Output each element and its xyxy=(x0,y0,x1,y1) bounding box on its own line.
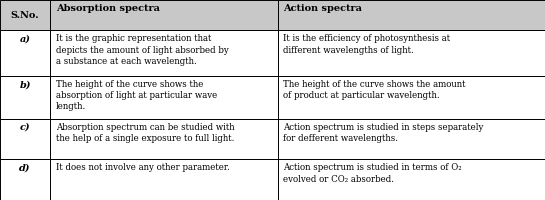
Text: Action spectra: Action spectra xyxy=(283,4,362,13)
Text: It is the efficiency of photosynthesis at
different wavelengths of light.: It is the efficiency of photosynthesis a… xyxy=(283,34,451,55)
Bar xyxy=(0,76,50,119)
Bar xyxy=(0,30,50,76)
Text: S.No.: S.No. xyxy=(11,11,39,20)
Bar xyxy=(278,76,545,119)
Text: The height of the curve shows the amount
of product at particular wavelength.: The height of the curve shows the amount… xyxy=(283,80,466,100)
Bar xyxy=(0,119,50,159)
Text: Absorption spectra: Absorption spectra xyxy=(56,4,160,13)
Text: Action spectrum is studied in steps separately
for defferent wavelengths.: Action spectrum is studied in steps sepa… xyxy=(283,123,484,143)
Text: It is the graphic representation that
depicts the amount of light absorbed by
a : It is the graphic representation that de… xyxy=(56,34,228,66)
Text: a): a) xyxy=(20,34,31,43)
Text: d): d) xyxy=(19,163,31,172)
Text: b): b) xyxy=(19,80,31,89)
Text: c): c) xyxy=(20,123,31,132)
Text: The height of the curve shows the
absorption of light at particular wave
length.: The height of the curve shows the absorp… xyxy=(56,80,217,111)
Text: Action spectrum is studied in terms of O₂
evolved or CO₂ absorbed.: Action spectrum is studied in terms of O… xyxy=(283,163,462,184)
Bar xyxy=(0,0,50,30)
Bar xyxy=(278,159,545,200)
Bar xyxy=(50,0,278,30)
Bar xyxy=(50,76,278,119)
Bar xyxy=(50,30,278,76)
Bar xyxy=(278,0,545,30)
Text: It does not involve any other parameter.: It does not involve any other parameter. xyxy=(56,163,229,172)
Bar xyxy=(50,159,278,200)
Bar xyxy=(278,30,545,76)
Bar xyxy=(0,159,50,200)
Text: Absorption spectrum can be studied with
the help of a single exposure to full li: Absorption spectrum can be studied with … xyxy=(56,123,234,143)
Bar xyxy=(278,119,545,159)
Bar xyxy=(50,119,278,159)
